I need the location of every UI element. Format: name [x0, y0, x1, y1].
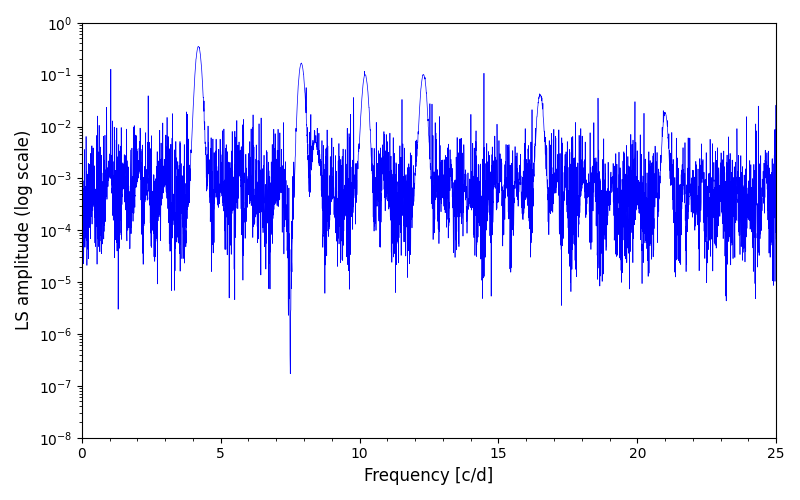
X-axis label: Frequency [c/d]: Frequency [c/d]	[364, 467, 494, 485]
Y-axis label: LS amplitude (log scale): LS amplitude (log scale)	[15, 130, 33, 330]
